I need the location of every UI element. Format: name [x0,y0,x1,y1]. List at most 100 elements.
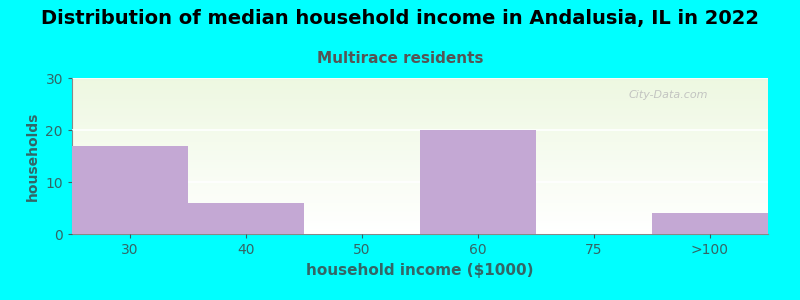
Bar [72,82,768,83]
Bar [72,150,768,151]
Bar [72,101,768,102]
Bar [72,213,768,214]
Y-axis label: households: households [26,111,40,201]
Bar [72,102,768,103]
Bar [72,127,768,128]
Bar [72,189,768,190]
Bar [72,166,768,167]
Bar [72,125,768,126]
Bar [72,122,768,123]
Bar [72,190,768,191]
Bar [72,204,768,205]
Bar [72,216,768,217]
Bar [72,107,768,108]
Bar [72,203,768,204]
Bar [72,79,768,80]
Bar [72,135,768,136]
Bar [72,146,188,234]
Bar [72,179,768,180]
Bar [72,195,768,196]
Bar [72,170,768,171]
Bar [72,198,768,199]
Bar [72,81,768,82]
Bar [72,138,768,139]
Bar [72,171,768,172]
Bar [72,129,768,130]
Bar [72,112,768,113]
Bar [72,97,768,98]
Bar [72,165,768,166]
Bar [72,219,768,220]
Bar [72,161,768,162]
Bar [72,156,768,157]
Bar [72,153,768,154]
Bar [72,226,768,227]
Bar [72,162,768,163]
Bar [72,103,768,104]
Bar [72,144,768,145]
Bar [72,182,768,183]
Bar [72,224,768,225]
Bar [72,191,768,192]
Bar [72,113,768,114]
Bar [72,172,768,173]
Bar [72,173,768,174]
Bar [72,157,768,158]
Bar [72,118,768,119]
Bar [72,147,768,148]
Bar [420,130,536,234]
Bar [72,121,768,122]
Bar [72,167,768,168]
Bar [72,145,768,146]
Bar [72,218,768,219]
Bar [72,159,768,160]
Text: Distribution of median household income in Andalusia, IL in 2022: Distribution of median household income … [41,9,759,28]
X-axis label: household income ($1000): household income ($1000) [306,262,534,278]
Bar [72,100,768,101]
Bar [72,116,768,117]
Bar [72,86,768,87]
Bar [72,148,768,149]
Bar [72,132,768,133]
Bar [72,98,768,99]
Bar [72,154,768,155]
Bar [72,146,768,147]
Bar [72,160,768,161]
Bar [72,217,768,218]
Bar [72,169,768,170]
Bar [72,178,768,179]
Bar [72,120,768,121]
Bar [72,215,768,216]
Bar [72,93,768,94]
Bar [72,174,768,175]
Bar [72,136,768,137]
Bar [72,208,768,209]
Bar [72,197,768,198]
Bar [72,155,768,156]
Bar [72,143,768,144]
Bar [72,89,768,90]
Bar [652,213,768,234]
Bar [72,119,768,120]
Bar [72,201,768,202]
Bar [72,186,768,187]
Bar [72,94,768,95]
Bar [72,139,768,140]
Bar [72,128,768,129]
Bar [72,184,768,185]
Bar [72,210,768,211]
Bar [72,228,768,229]
Bar [72,209,768,210]
Bar [72,233,768,234]
Bar [72,130,768,131]
Bar [72,206,768,207]
Bar [72,176,768,177]
Bar [72,207,768,208]
Bar [72,124,768,125]
Bar [72,211,768,212]
Bar [72,99,768,100]
Bar [72,110,768,111]
Bar [72,181,768,182]
Bar [72,194,768,195]
Bar [72,214,768,215]
